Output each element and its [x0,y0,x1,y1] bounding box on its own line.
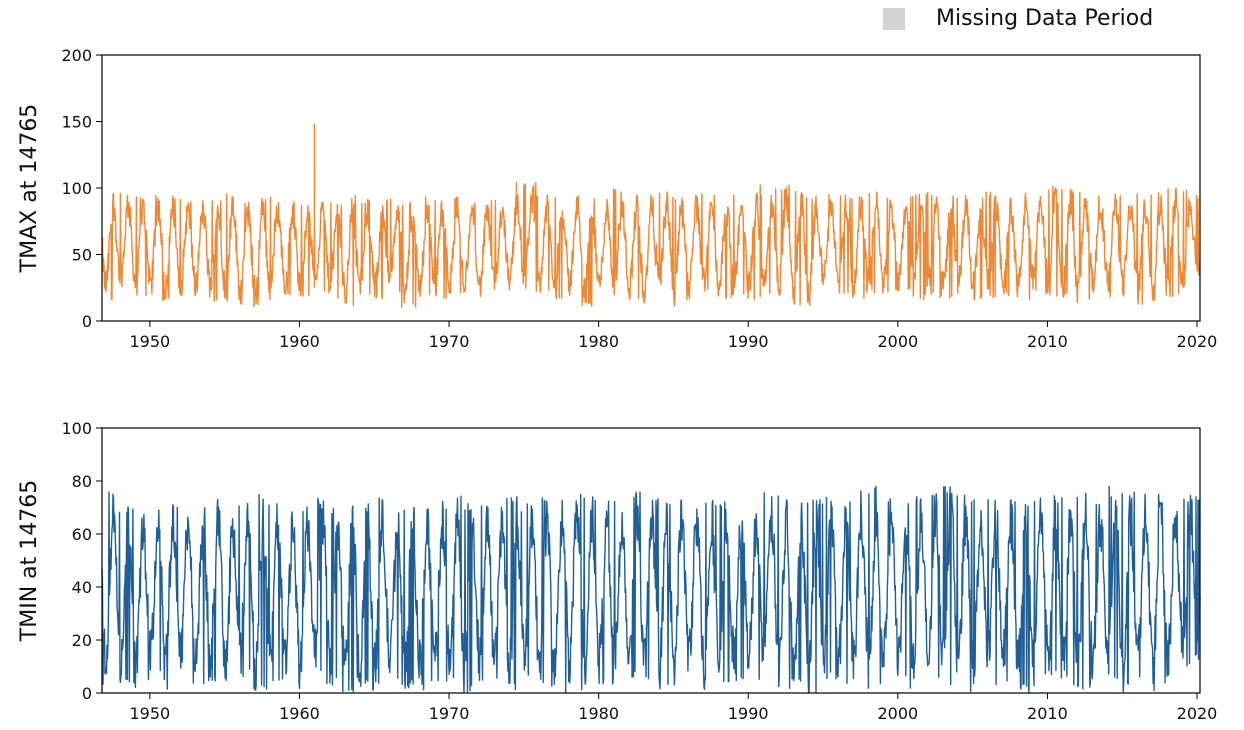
panel-2: 1950 1960 1970 1980 1990 2000 2010 2020 0 20 40 60 8… [17,419,1217,723]
y-tick-label: 0 [82,312,92,331]
x-tick-label: 2010 [1027,704,1068,723]
x-tick-label: 1950 [130,704,171,723]
x-tick-label: 1980 [578,704,619,723]
x-tick-label: 1980 [578,332,619,351]
y-tick-label: 50 [72,246,92,265]
x-tick-label: 1960 [279,332,320,351]
y-tick-label: 200 [61,46,92,65]
y-axis-title: TMIN at 14765 [17,480,42,642]
x-tick-label: 1970 [429,704,470,723]
legend: Missing Data Period [883,6,1223,32]
missing-data-label: Missing Data Period [936,6,1154,31]
x-tick-label: 2020 [1177,332,1218,351]
y-tick-label: 40 [72,578,92,597]
y-tick-label: 80 [72,472,92,491]
x-tick-label: 2020 [1177,704,1218,723]
series-line [101,123,1201,309]
y-tick-label: 100 [61,419,92,438]
y-tick-label: 60 [72,525,92,544]
y-axis-title: TMAX at 14765 [17,104,42,274]
missing-data-swatch [883,8,905,30]
plot-frame [101,427,1201,694]
x-tick-label: 1960 [279,704,320,723]
y-tick-label: 100 [61,179,92,198]
x-tick-label: 2000 [877,332,918,351]
y-tick-label: 20 [72,631,92,650]
x-tick-label: 1990 [728,704,769,723]
series-line [101,485,1201,694]
x-tick-label: 1990 [728,332,769,351]
x-tick-label: 2000 [877,704,918,723]
y-tick-label: 150 [61,113,92,132]
panel-1: 1950 1960 1970 1980 1990 2000 2010 2020 0 50 100 15… [17,46,1217,351]
x-tick-label: 2010 [1027,332,1068,351]
y-tick-label: 0 [82,684,92,703]
x-tick-label: 1950 [130,332,171,351]
x-tick-label: 1970 [429,332,470,351]
